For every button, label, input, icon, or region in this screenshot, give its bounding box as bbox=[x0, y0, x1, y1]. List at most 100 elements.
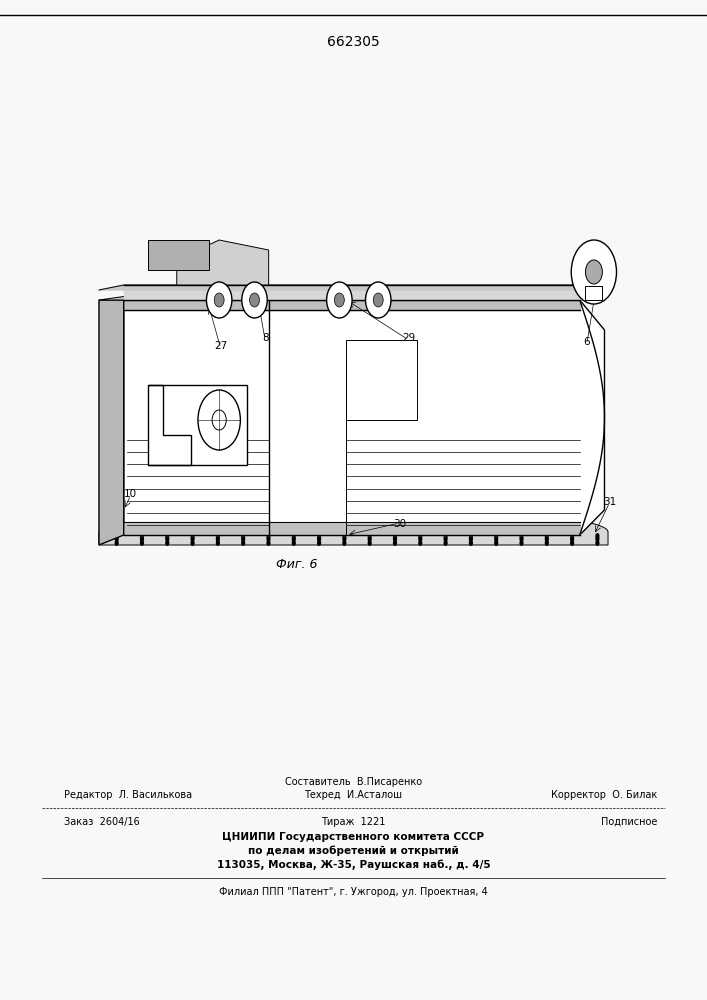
Circle shape bbox=[544, 536, 549, 542]
Text: Заказ  2604/16: Заказ 2604/16 bbox=[64, 817, 139, 827]
Circle shape bbox=[373, 293, 383, 307]
FancyBboxPatch shape bbox=[346, 340, 417, 420]
Circle shape bbox=[242, 282, 267, 318]
Text: 28: 28 bbox=[155, 437, 168, 447]
Polygon shape bbox=[148, 240, 209, 270]
Circle shape bbox=[570, 540, 574, 546]
Circle shape bbox=[206, 282, 232, 318]
Circle shape bbox=[595, 536, 600, 542]
Circle shape bbox=[317, 536, 321, 542]
Circle shape bbox=[544, 533, 549, 539]
Circle shape bbox=[190, 540, 194, 546]
Polygon shape bbox=[585, 286, 602, 300]
Circle shape bbox=[585, 260, 602, 284]
Circle shape bbox=[368, 533, 372, 539]
Circle shape bbox=[317, 533, 321, 539]
Polygon shape bbox=[99, 280, 269, 300]
Text: 26: 26 bbox=[155, 408, 168, 418]
Circle shape bbox=[494, 536, 498, 542]
Circle shape bbox=[443, 533, 448, 539]
Text: ЦНИИПИ Государственного комитета СССР: ЦНИИПИ Государственного комитета СССР bbox=[223, 832, 484, 842]
Circle shape bbox=[241, 536, 245, 542]
Circle shape bbox=[494, 533, 498, 539]
Circle shape bbox=[115, 533, 119, 539]
Circle shape bbox=[570, 536, 574, 542]
Polygon shape bbox=[124, 300, 604, 535]
Circle shape bbox=[250, 293, 259, 307]
Circle shape bbox=[267, 536, 271, 542]
Circle shape bbox=[267, 533, 271, 539]
Circle shape bbox=[140, 540, 144, 546]
Text: 30: 30 bbox=[393, 519, 406, 529]
Circle shape bbox=[292, 540, 296, 546]
Circle shape bbox=[366, 282, 391, 318]
Polygon shape bbox=[177, 240, 269, 285]
Circle shape bbox=[342, 536, 346, 542]
Circle shape bbox=[342, 533, 346, 539]
Circle shape bbox=[241, 533, 245, 539]
Circle shape bbox=[190, 533, 194, 539]
Circle shape bbox=[443, 536, 448, 542]
Text: Фиг. 6: Фиг. 6 bbox=[276, 558, 317, 572]
Circle shape bbox=[570, 533, 574, 539]
Text: 25: 25 bbox=[155, 390, 168, 400]
Text: Составитель  В.Писаренко: Составитель В.Писаренко bbox=[285, 777, 422, 787]
Text: 10: 10 bbox=[124, 489, 137, 499]
Circle shape bbox=[292, 536, 296, 542]
Text: по делам изобретений и открытий: по делам изобретений и открытий bbox=[248, 846, 459, 856]
Circle shape bbox=[469, 540, 473, 546]
Text: Подписное: Подписное bbox=[601, 817, 658, 827]
Circle shape bbox=[327, 282, 352, 318]
Polygon shape bbox=[99, 507, 608, 545]
Circle shape bbox=[317, 540, 321, 546]
Circle shape bbox=[418, 536, 422, 542]
Circle shape bbox=[165, 536, 170, 542]
Circle shape bbox=[140, 536, 144, 542]
Circle shape bbox=[494, 540, 498, 546]
Circle shape bbox=[469, 536, 473, 542]
Text: Тираж  1221: Тираж 1221 bbox=[321, 817, 386, 827]
Circle shape bbox=[190, 536, 194, 542]
Text: 6: 6 bbox=[583, 337, 590, 347]
Circle shape bbox=[368, 536, 372, 542]
Circle shape bbox=[140, 533, 144, 539]
Circle shape bbox=[418, 533, 422, 539]
Text: Техред  И.Асталош: Техред И.Асталош bbox=[305, 790, 402, 800]
Circle shape bbox=[571, 240, 617, 304]
Circle shape bbox=[393, 533, 397, 539]
Text: Редактор  Л. Василькова: Редактор Л. Василькова bbox=[64, 790, 192, 800]
Text: 8: 8 bbox=[262, 333, 269, 343]
Circle shape bbox=[292, 533, 296, 539]
Circle shape bbox=[165, 533, 170, 539]
Polygon shape bbox=[99, 285, 604, 290]
Circle shape bbox=[267, 540, 271, 546]
Circle shape bbox=[595, 533, 600, 539]
Circle shape bbox=[216, 533, 220, 539]
Circle shape bbox=[393, 536, 397, 542]
Circle shape bbox=[115, 540, 119, 546]
Circle shape bbox=[216, 540, 220, 546]
Circle shape bbox=[520, 533, 524, 539]
Text: 31: 31 bbox=[603, 497, 616, 507]
Text: 113035, Москва, Ж-35, Раушская наб., д. 4/5: 113035, Москва, Ж-35, Раушская наб., д. … bbox=[216, 860, 491, 870]
Circle shape bbox=[368, 540, 372, 546]
FancyBboxPatch shape bbox=[148, 385, 247, 465]
Circle shape bbox=[334, 293, 344, 307]
Circle shape bbox=[544, 540, 549, 546]
Text: Филиал ППП "Патент", г. Ужгород, ул. Проектная, 4: Филиал ППП "Патент", г. Ужгород, ул. Про… bbox=[219, 887, 488, 897]
Polygon shape bbox=[99, 300, 124, 545]
Circle shape bbox=[595, 540, 600, 546]
Circle shape bbox=[469, 533, 473, 539]
Circle shape bbox=[520, 540, 524, 546]
Text: 27: 27 bbox=[214, 341, 227, 351]
Circle shape bbox=[443, 540, 448, 546]
Circle shape bbox=[115, 536, 119, 542]
Circle shape bbox=[418, 540, 422, 546]
Text: 662305: 662305 bbox=[327, 35, 380, 49]
Circle shape bbox=[241, 540, 245, 546]
Circle shape bbox=[520, 536, 524, 542]
Circle shape bbox=[216, 536, 220, 542]
Text: 29: 29 bbox=[402, 333, 415, 343]
Circle shape bbox=[165, 540, 170, 546]
Text: Корректор  О. Билак: Корректор О. Билак bbox=[551, 790, 658, 800]
